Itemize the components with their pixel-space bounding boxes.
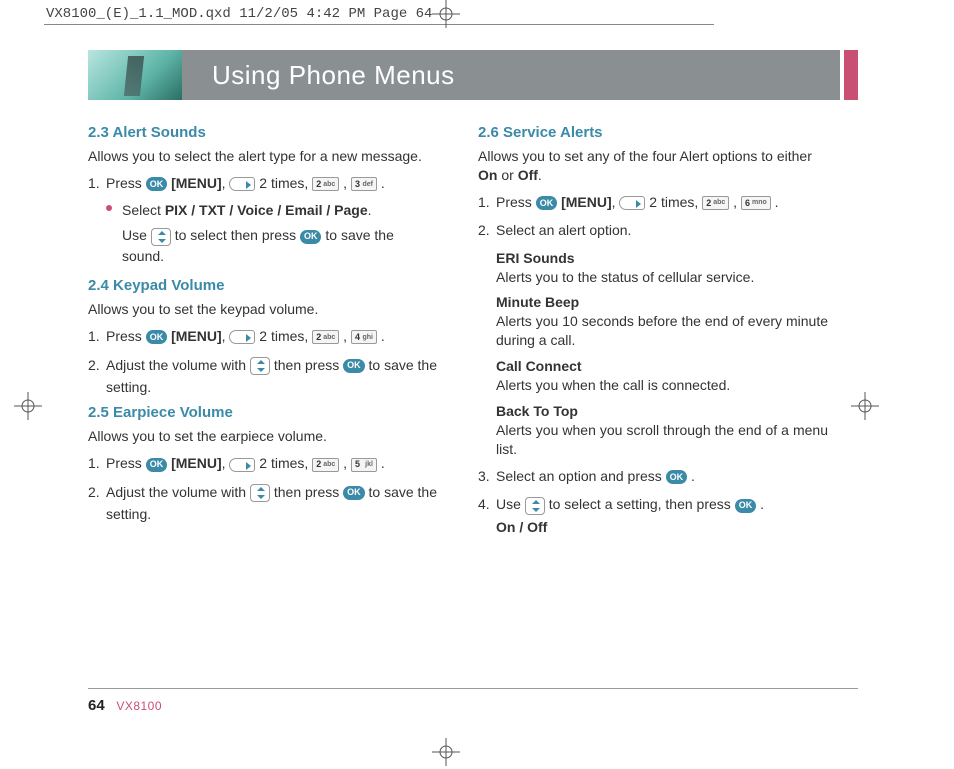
sub-text: Alerts you when you scroll through the e… <box>496 421 828 459</box>
section-title-2-6: 2.6 Service Alerts <box>478 124 828 141</box>
menu-label: [MENU] <box>171 328 222 344</box>
subheading-eri: ERI Sounds <box>496 250 828 266</box>
keypad-2-icon: 2abc <box>312 330 339 344</box>
title-bar: Using Phone Menus <box>88 50 858 100</box>
section-desc: Allows you to select the alert type for … <box>88 147 438 166</box>
section-title-2-3: 2.3 Alert Sounds <box>88 124 438 141</box>
step-text: then press <box>274 357 343 373</box>
bullet-item: Select PIX / TXT / Voice / Email / Page. <box>88 200 438 221</box>
prepress-header: VX8100_(E)_1.1_MOD.qxd 11/2/05 4:42 PM P… <box>46 6 432 22</box>
step-text: 2 times, <box>649 194 702 210</box>
menu-label: [MENU] <box>171 175 222 191</box>
ok-icon: OK <box>146 458 168 472</box>
step-text: Select an option and press <box>496 468 666 484</box>
keypad-3-icon: 3def <box>351 177 377 191</box>
footer-rule <box>88 688 858 689</box>
section-title-2-4: 2.4 Keypad Volume <box>88 277 438 294</box>
ok-icon: OK <box>536 196 558 210</box>
updown-arrow-icon <box>250 357 270 375</box>
keypad-2-icon: 2abc <box>702 196 729 210</box>
step-text: Adjust the volume with <box>106 484 250 500</box>
ok-icon: OK <box>343 486 365 500</box>
page-title: Using Phone Menus <box>182 50 840 100</box>
step-item: 1. Press OK [MENU], 2 times, 2abc , 6mno… <box>478 191 828 213</box>
bullet-icon <box>106 205 112 211</box>
keypad-6-icon: 6mno <box>741 196 771 210</box>
right-column: 2.6 Service Alerts Allows you to set any… <box>478 118 828 544</box>
step-text: Press <box>106 328 146 344</box>
page-number: 64 <box>88 697 105 714</box>
step-item: 2. Adjust the volume with then press OK … <box>88 481 438 526</box>
step-text: Press <box>496 194 536 210</box>
step-item: 1. Press OK [MENU], 2 times, 2abc , 5jkl… <box>88 452 438 474</box>
registration-mark-top <box>432 0 460 28</box>
step-text: Press <box>106 175 146 191</box>
subheading-minute-beep: Minute Beep <box>496 294 828 310</box>
step-text: 2 times, <box>259 175 312 191</box>
title-thumbnail-image <box>88 50 182 100</box>
ok-icon: OK <box>146 177 168 191</box>
footer: 64 VX8100 <box>88 697 162 714</box>
section-desc: Allows you to set any of the four Alert … <box>478 147 828 185</box>
ok-icon: OK <box>735 499 757 513</box>
step-text: Adjust the volume with <box>106 357 250 373</box>
subheading-back-to-top: Back To Top <box>496 403 828 419</box>
model-label: VX8100 <box>116 699 162 713</box>
ok-icon: OK <box>300 230 322 244</box>
registration-mark-left <box>14 392 42 420</box>
page-content: Using Phone Menus 2.3 Alert Sounds Allow… <box>88 50 858 544</box>
step-item: 1. Press OK [MENU], 2 times, 2abc , 4ghi… <box>88 325 438 347</box>
sub-text: Alerts you when the call is connected. <box>496 376 828 395</box>
step-text: 2 times, <box>259 455 312 471</box>
step-item: 3. Select an option and press OK . <box>478 465 828 487</box>
section-title-2-5: 2.5 Earpiece Volume <box>88 404 438 421</box>
bullet-bold: PIX / TXT / Voice / Email / Page <box>165 202 368 218</box>
keypad-4-icon: 4ghi <box>351 330 377 344</box>
ok-icon: OK <box>146 330 168 344</box>
right-arrow-icon <box>619 196 645 210</box>
registration-mark-bottom <box>432 738 460 766</box>
sub-text: Alerts you to the status of cellular ser… <box>496 268 828 287</box>
updown-arrow-icon <box>525 497 545 515</box>
sub-text: Alerts you 10 seconds before the end of … <box>496 312 828 350</box>
title-accent-bar <box>844 50 858 100</box>
step-item: 1. Press OK [MENU], 2 times, 2abc , 3def… <box>88 172 438 194</box>
bullet-text: Select <box>122 202 165 218</box>
step-text: Press <box>106 455 146 471</box>
section-desc: Allows you to set the earpiece volume. <box>88 427 438 446</box>
use-line: Use to select then press OK to save the … <box>88 225 438 267</box>
keypad-2-icon: 2abc <box>312 177 339 191</box>
ok-icon: OK <box>343 359 365 373</box>
keypad-5-icon: 5jkl <box>351 458 377 472</box>
header-rule <box>44 24 714 25</box>
step-text: then press <box>274 484 343 500</box>
step-text: Select an alert option. <box>496 222 631 238</box>
step-text: 2 times, <box>259 328 312 344</box>
step-item: 2. Adjust the volume with then press OK … <box>88 354 438 399</box>
step-item: 2. Select an alert option. <box>478 219 828 241</box>
right-arrow-icon <box>229 458 255 472</box>
updown-arrow-icon <box>151 228 171 246</box>
step-text: to select a setting, then press <box>549 496 735 512</box>
ok-icon: OK <box>666 470 688 484</box>
right-arrow-icon <box>229 330 255 344</box>
right-arrow-icon <box>229 177 255 191</box>
menu-label: [MENU] <box>561 194 612 210</box>
section-desc: Allows you to set the keypad volume. <box>88 300 438 319</box>
step-item: 4. Use to select a setting, then press O… <box>478 493 828 538</box>
on-off-label: On / Off <box>496 519 547 535</box>
keypad-2-icon: 2abc <box>312 458 339 472</box>
left-column: 2.3 Alert Sounds Allows you to select th… <box>88 118 438 544</box>
step-text: Use <box>496 496 525 512</box>
menu-label: [MENU] <box>171 455 222 471</box>
updown-arrow-icon <box>250 484 270 502</box>
use-text: to select then press <box>175 227 300 243</box>
subheading-call-connect: Call Connect <box>496 358 828 374</box>
use-text: Use <box>122 227 151 243</box>
